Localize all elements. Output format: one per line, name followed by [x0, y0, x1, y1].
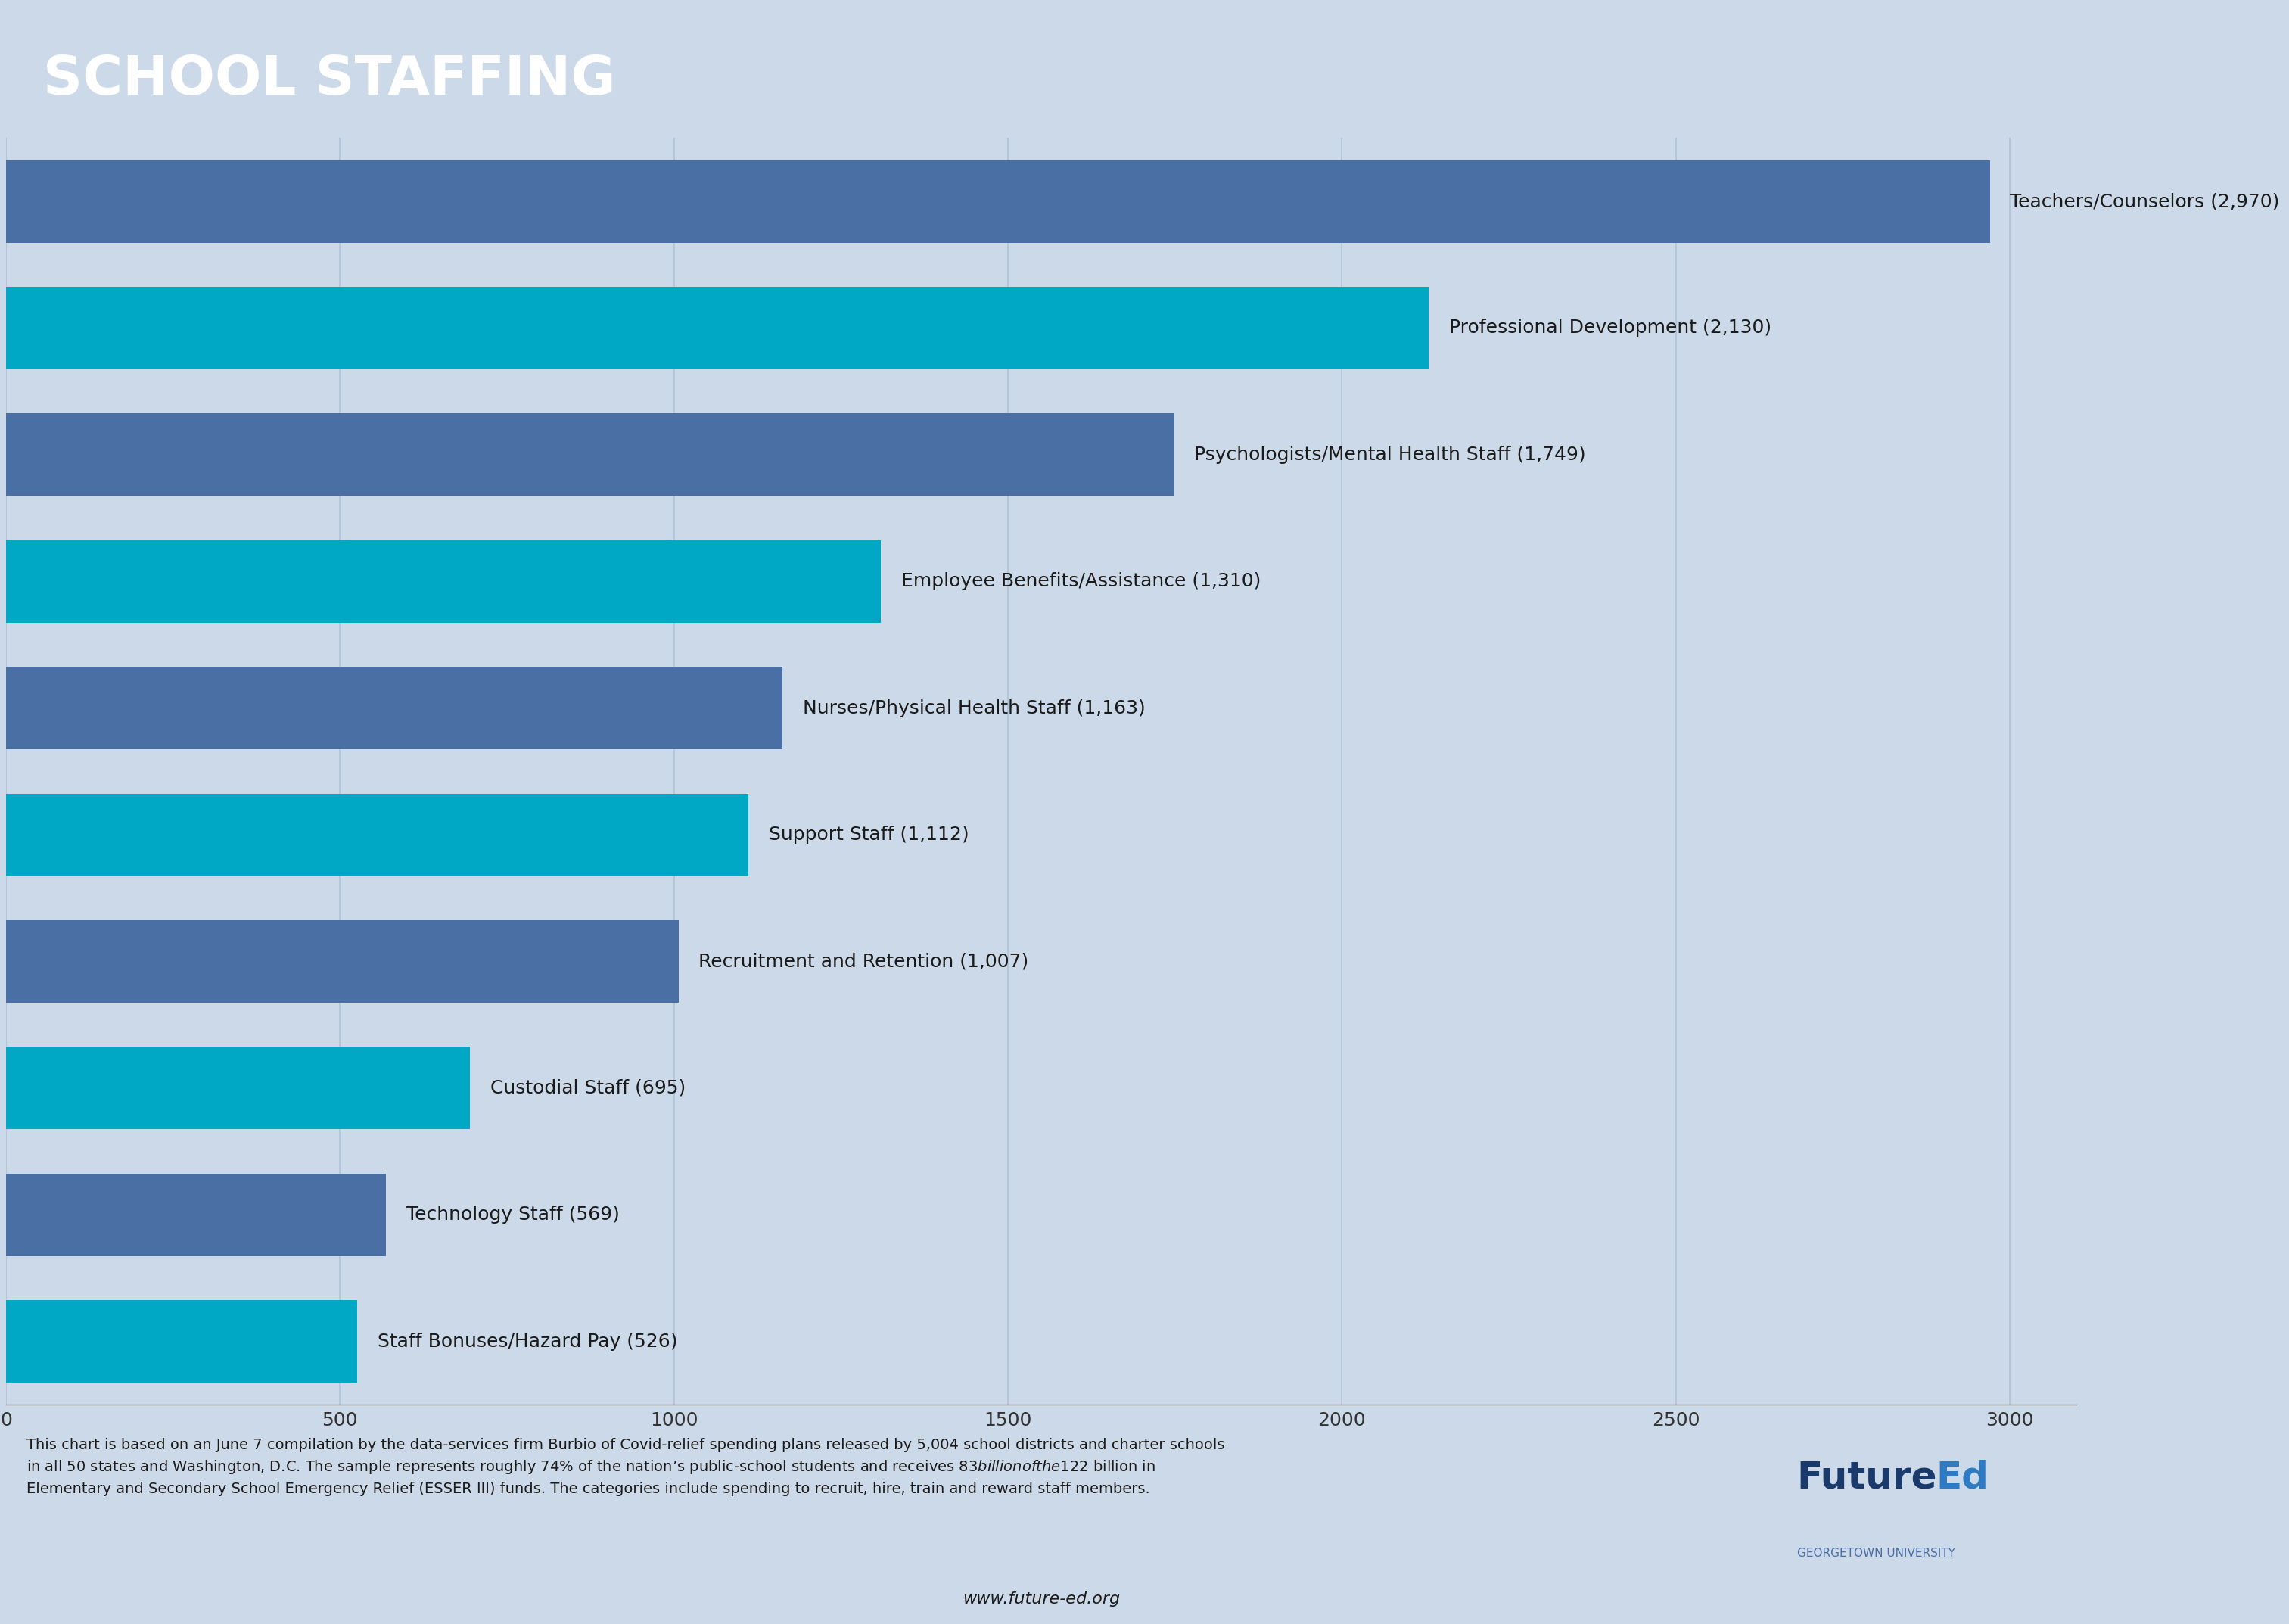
- Text: Custodial Staff (695): Custodial Staff (695): [490, 1078, 687, 1098]
- Text: Support Staff (1,112): Support Staff (1,112): [769, 825, 968, 844]
- Bar: [7, 161, 1989, 242]
- Bar: [7, 287, 1428, 369]
- Bar: [7, 541, 881, 622]
- Text: Professional Development (2,130): Professional Development (2,130): [1449, 318, 1772, 338]
- Text: Recruitment and Retention (1,007): Recruitment and Retention (1,007): [698, 952, 1028, 971]
- Bar: [7, 414, 1174, 495]
- Bar: [7, 921, 678, 1002]
- Text: This chart is based on an June 7 compilation by the data-services firm Burbio of: This chart is based on an June 7 compila…: [27, 1437, 1225, 1496]
- Text: Employee Benefits/Assistance (1,310): Employee Benefits/Assistance (1,310): [902, 572, 1261, 591]
- Bar: [7, 1301, 357, 1382]
- Text: Future: Future: [1797, 1460, 1936, 1496]
- Text: Staff Bonuses/Hazard Pay (526): Staff Bonuses/Hazard Pay (526): [378, 1332, 678, 1351]
- Text: GEORGETOWN UNIVERSITY: GEORGETOWN UNIVERSITY: [1797, 1548, 1955, 1559]
- Text: www.future-ed.org: www.future-ed.org: [964, 1592, 1119, 1606]
- Text: SCHOOL STAFFING: SCHOOL STAFFING: [43, 54, 616, 106]
- Text: Psychologists/Mental Health Staff (1,749): Psychologists/Mental Health Staff (1,749…: [1195, 445, 1586, 464]
- Text: Ed: Ed: [1936, 1460, 1989, 1496]
- Text: Teachers/Counselors (2,970): Teachers/Counselors (2,970): [2010, 192, 2280, 211]
- Bar: [7, 1047, 469, 1129]
- Bar: [7, 794, 749, 875]
- Bar: [7, 667, 783, 749]
- Text: Nurses/Physical Health Staff (1,163): Nurses/Physical Health Staff (1,163): [803, 698, 1144, 718]
- Bar: [7, 1174, 387, 1255]
- Text: Technology Staff (569): Technology Staff (569): [405, 1205, 620, 1224]
